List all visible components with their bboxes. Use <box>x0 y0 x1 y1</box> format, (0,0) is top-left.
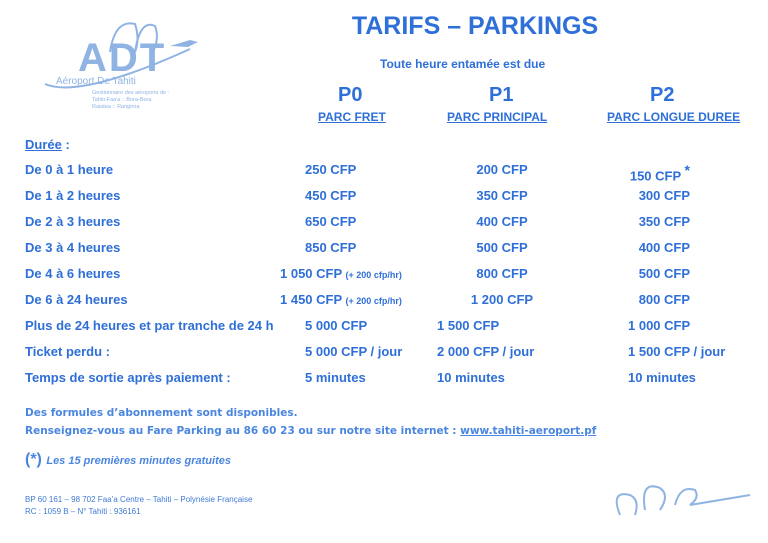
p1-price: 2 000 CFP / jour <box>437 344 535 359</box>
p0-value: 650 CFP <box>305 214 357 229</box>
p0-value: 450 CFP <box>305 188 357 203</box>
logo-flower-icon <box>44 22 198 89</box>
p2-price: 300 CFP <box>639 188 690 203</box>
p2-value: 500 CFP <box>638 266 690 281</box>
duration-colon: : <box>61 137 70 152</box>
p1-price: 400 CFP <box>476 214 528 229</box>
footnote: (*) Les 15 premières minutes gratuites <box>25 451 231 469</box>
p2-code: P2 <box>650 84 675 106</box>
p0-note: (+ 200 cfp/hr) <box>345 296 402 306</box>
registry: RC : 1059 B – N° Tahiti : 936161 <box>25 507 141 516</box>
row-label: Ticket perdu : <box>25 344 111 359</box>
p2-price: 500 CFP <box>639 266 690 281</box>
p0-value: 5 000 CFP / jour <box>305 344 403 359</box>
logo: ADT Aéroport De Tahiti Gestionnaire des … <box>40 14 220 114</box>
duration-heading: Durée : <box>25 137 70 152</box>
subtitle: Toute heure entamée est due <box>380 57 546 71</box>
p2-value: 300 CFP <box>638 188 690 203</box>
row-label: De 2 à 3 heures <box>25 214 121 229</box>
info-line-1: Des formules d’abonnement sont disponibl… <box>25 407 298 419</box>
row-label: De 6 à 24 heures <box>25 292 128 307</box>
p2-value: 400 CFP <box>638 240 690 255</box>
p2-value: 350 CFP <box>638 214 690 229</box>
website-link[interactable]: www.tahiti-aeroport.pf <box>460 425 597 437</box>
logo-tagline-2: Tahiti-Faa'a :: Bora-Bora <box>92 97 152 103</box>
p0-price: 450 CFP <box>305 188 356 203</box>
p2-value: 1 500 CFP / jour <box>628 344 726 359</box>
p0-price: 650 CFP <box>305 214 356 229</box>
logo-tagline-1: Gestionnaire des aéroports de : <box>92 90 170 96</box>
row-label: De 1 à 2 heures <box>25 188 121 203</box>
p2-price: 1 500 CFP / jour <box>628 344 725 359</box>
p1-price: 350 CFP <box>476 188 528 203</box>
p2-value: 1 000 CFP <box>628 318 691 333</box>
p0-value: 5 minutes <box>305 370 366 385</box>
p2-price: 10 minutes <box>628 370 696 385</box>
duration-label: Durée <box>25 137 62 152</box>
address: BP 60 161 – 98 702 Faa’a Centre – Tahiti… <box>25 495 253 504</box>
row-label: De 0 à 1 heure <box>25 162 114 177</box>
footnote-mark: (*) <box>25 451 42 468</box>
info-text: Renseignez-vous au Fare Parking au 86 60… <box>25 425 461 437</box>
p2-price: 150 CFP * <box>630 162 690 183</box>
p2-price: 800 CFP <box>639 292 690 307</box>
p2-value: 800 CFP <box>638 292 690 307</box>
p0-name: PARC FRET <box>318 110 386 124</box>
decorative-flower-icon <box>615 485 751 516</box>
p0-value: 1 050 CFP <box>280 266 342 281</box>
logo-name: Aéroport De Tahiti <box>56 76 136 87</box>
p1-price: 10 minutes <box>437 370 505 385</box>
p0-value: 850 CFP <box>305 240 357 255</box>
p0-price: 1 450 CFP (+ 200 cfp/hr) <box>280 292 402 307</box>
p2-value: 150 CFP <box>629 168 681 184</box>
p2-price: 350 CFP <box>639 214 690 229</box>
row-label: De 4 à 6 heures <box>25 266 121 281</box>
row-label: Plus de 24 heures et par tranche de 24 h <box>25 318 274 333</box>
info-line-2: Renseignez-vous au Fare Parking au 86 60… <box>25 425 596 437</box>
p1-name: PARC PRINCIPAL <box>447 110 548 124</box>
p0-price: 5 000 CFP <box>305 318 367 333</box>
p2-price: 1 000 CFP <box>628 318 690 333</box>
p1-code: P1 <box>489 84 514 106</box>
p1-price: 200 CFP <box>476 162 528 177</box>
p1-price: 1 500 CFP <box>437 318 500 333</box>
logo-tagline-3: Raiatea :: Rangiroa <box>92 104 140 110</box>
p2-name: PARC LONGUE DUREE <box>607 110 741 124</box>
p1-price: 1 200 CFP <box>470 292 534 307</box>
row-label: Temps de sortie après paiement : <box>25 370 231 385</box>
asterisk-mark: * <box>684 162 690 178</box>
p0-price: 5 minutes <box>305 370 366 385</box>
page-title: TARIFS – PARKINGS <box>351 12 599 40</box>
p0-price: 5 000 CFP / jour <box>305 344 402 359</box>
p0-price: 250 CFP <box>305 162 356 177</box>
footnote-text: Les 15 premières minutes gratuites <box>46 455 231 467</box>
p1-price: 500 CFP <box>476 240 528 255</box>
p0-code: P0 <box>338 84 363 106</box>
row-label: De 3 à 4 heures <box>25 240 121 255</box>
p2-price: 400 CFP <box>639 240 690 255</box>
p0-price: 850 CFP <box>305 240 356 255</box>
p0-price: 1 050 CFP (+ 200 cfp/hr) <box>280 266 402 281</box>
p0-value: 5 000 CFP <box>305 318 368 333</box>
p0-value: 250 CFP <box>305 162 357 177</box>
p0-note: (+ 200 cfp/hr) <box>345 270 402 280</box>
p2-value: 10 minutes <box>628 370 696 385</box>
p0-value: 1 450 CFP <box>280 292 342 307</box>
logo-brand: ADT <box>78 36 167 80</box>
p1-price: 800 CFP <box>476 266 528 281</box>
